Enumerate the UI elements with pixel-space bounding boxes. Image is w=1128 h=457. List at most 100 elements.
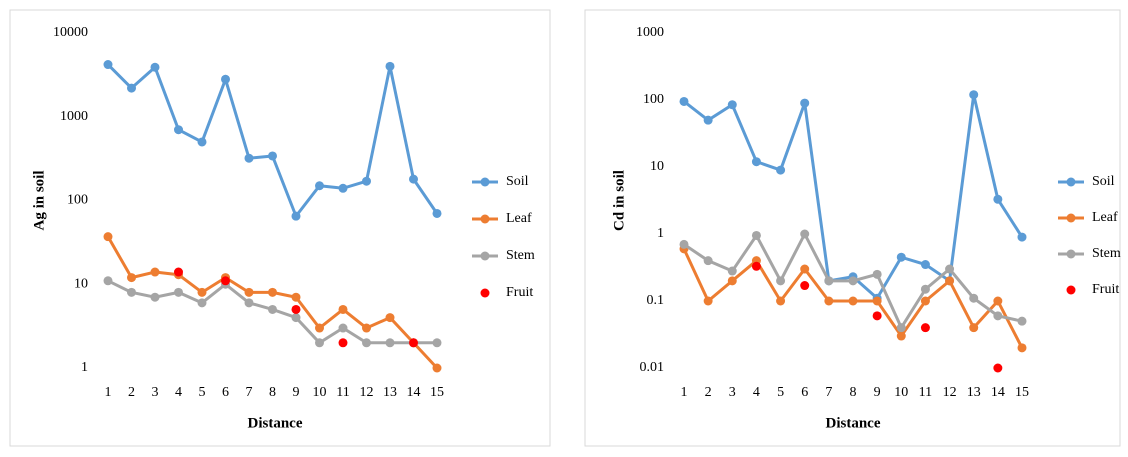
data-point	[969, 90, 979, 100]
data-point	[338, 304, 348, 314]
data-point	[896, 331, 906, 341]
y-tick-label: 1	[657, 226, 664, 241]
x-tick-label: 3	[729, 385, 736, 400]
data-point	[385, 61, 395, 71]
legend-label: Soil	[1092, 174, 1115, 189]
data-point	[945, 276, 955, 286]
data-point	[679, 96, 689, 106]
y-tick-label: 1	[81, 360, 88, 375]
data-point	[150, 62, 160, 72]
data-point	[291, 211, 301, 221]
x-tick-label: 14	[407, 385, 421, 400]
data-point	[315, 338, 324, 348]
x-tick-label: 8	[269, 385, 276, 400]
x-axis-title: Distance	[826, 415, 881, 431]
x-tick-label: 11	[336, 385, 349, 400]
data-point	[268, 151, 277, 161]
y-tick-label: 0.01	[640, 360, 665, 375]
data-point	[362, 323, 371, 333]
data-point	[848, 296, 858, 306]
y-tick-label: 0.1	[647, 293, 665, 308]
data-point	[727, 276, 737, 286]
x-tick-label: 15	[430, 385, 444, 400]
data-point	[993, 311, 1003, 321]
legend-marker	[480, 288, 490, 298]
data-point	[409, 338, 418, 348]
data-point	[244, 287, 254, 297]
data-point	[338, 183, 348, 193]
data-point	[291, 292, 301, 302]
data-point	[993, 296, 1003, 306]
legend-label: Fruit	[506, 285, 533, 300]
legend-label: Stem	[506, 248, 535, 263]
data-point	[127, 273, 136, 283]
data-point	[776, 296, 786, 306]
legend-label: Fruit	[1092, 282, 1119, 297]
data-point	[776, 276, 786, 286]
x-tick-label: 2	[128, 385, 135, 400]
x-tick-label: 5	[199, 385, 206, 400]
data-point	[103, 232, 113, 242]
data-point	[150, 267, 160, 277]
x-tick-label: 9	[293, 385, 300, 400]
data-point	[362, 176, 371, 186]
data-point	[197, 298, 207, 308]
x-tick-label: 12	[943, 385, 957, 400]
data-point	[703, 296, 713, 306]
data-point	[291, 304, 301, 314]
data-point	[824, 276, 834, 286]
x-tick-label: 4	[175, 385, 182, 400]
legend-marker	[480, 251, 490, 261]
panel-frame	[584, 9, 1121, 447]
data-point	[800, 98, 810, 108]
data-point	[824, 296, 834, 306]
x-tick-label: 1	[681, 385, 688, 400]
legend-marker	[1066, 213, 1076, 223]
y-axis-title: Cd in soil	[611, 170, 627, 231]
data-point	[751, 230, 761, 240]
data-point	[703, 115, 713, 125]
legend-marker	[1066, 249, 1076, 259]
data-point	[291, 313, 301, 323]
data-point	[432, 363, 442, 373]
data-point	[993, 363, 1003, 373]
data-point	[872, 311, 882, 321]
legend-marker	[480, 214, 490, 224]
y-tick-label: 1000	[636, 25, 664, 40]
data-point	[1017, 316, 1027, 326]
data-point	[896, 252, 906, 262]
data-point	[268, 287, 277, 297]
x-tick-label: 3	[152, 385, 159, 400]
data-point	[848, 276, 858, 286]
x-tick-label: 15	[1015, 385, 1029, 400]
data-point	[315, 323, 324, 333]
x-tick-label: 7	[246, 385, 253, 400]
legend-marker	[480, 177, 490, 187]
data-point	[800, 281, 810, 291]
legend-marker	[1066, 285, 1076, 295]
y-axis-title: Ag in soil	[31, 170, 47, 230]
data-point	[432, 338, 442, 348]
data-point	[127, 83, 136, 93]
legend-label: Leaf	[1092, 210, 1118, 225]
data-point	[103, 276, 113, 286]
data-point	[385, 338, 395, 348]
data-point	[268, 304, 277, 314]
data-point	[679, 239, 689, 249]
data-point	[920, 260, 930, 270]
data-point	[174, 287, 183, 297]
data-point	[432, 208, 442, 218]
x-tick-label: 2	[705, 385, 712, 400]
x-tick-label: 13	[967, 385, 981, 400]
x-tick-label: 1	[105, 385, 112, 400]
x-tick-label: 8	[850, 385, 857, 400]
data-point	[244, 298, 254, 308]
data-point	[1017, 232, 1027, 242]
x-tick-label: 5	[777, 385, 784, 400]
y-tick-label: 1000	[60, 109, 88, 124]
data-point	[127, 287, 136, 297]
data-point	[385, 313, 395, 323]
y-tick-label: 10	[74, 276, 88, 291]
data-point	[872, 269, 882, 279]
data-point	[244, 153, 254, 163]
